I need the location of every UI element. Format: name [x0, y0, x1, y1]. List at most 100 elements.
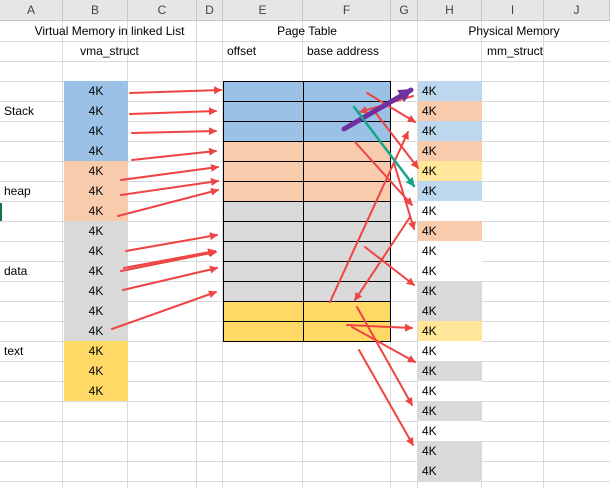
column-header-a[interactable]: A	[0, 0, 63, 21]
physical-page-cell[interactable]: 4K	[418, 121, 482, 141]
physical-page-cell[interactable]: 4K	[418, 221, 482, 241]
mapping-arrow	[131, 127, 217, 136]
virtual-page-cell[interactable]: 4K	[64, 221, 128, 241]
page-table-base-address-cell[interactable]	[303, 141, 391, 162]
page-table-offset-cell[interactable]	[223, 201, 304, 222]
column-header-i[interactable]: I	[482, 0, 544, 21]
column-header-j[interactable]: J	[544, 0, 610, 21]
physical-page-cell[interactable]: 4K	[418, 81, 482, 101]
page-table-base-address-cell[interactable]	[303, 321, 391, 342]
physical-memory-title[interactable]: Physical Memory	[468, 24, 560, 38]
page-table-offset-cell[interactable]	[223, 241, 304, 262]
page-table-offset-cell[interactable]	[223, 81, 304, 102]
virtual-page-cell[interactable]: 4K	[64, 161, 128, 181]
page-table-offset-cell[interactable]	[223, 181, 304, 202]
page-table-offset-cell[interactable]	[223, 321, 304, 342]
physical-page-cell[interactable]: 4K	[418, 201, 482, 221]
page-table-offset-cell[interactable]	[223, 161, 304, 182]
virtual-page-cell[interactable]: 4K	[64, 181, 128, 201]
physical-page-cell[interactable]: 4K	[418, 401, 482, 421]
virtual-page-cell[interactable]: 4K	[64, 261, 128, 281]
mapping-arrow	[117, 187, 219, 217]
page-table-offset-cell[interactable]	[223, 121, 304, 142]
virtual-page-cell[interactable]: 4K	[64, 321, 128, 341]
gridline	[0, 441, 610, 442]
page-table-base-address-cell[interactable]	[303, 101, 391, 122]
mapping-arrow	[125, 232, 218, 252]
physical-page-cell[interactable]: 4K	[418, 281, 482, 301]
column-header-e[interactable]: E	[223, 0, 303, 21]
virtual-page-cell[interactable]: 4K	[64, 81, 128, 101]
physical-page-cell[interactable]: 4K	[418, 241, 482, 261]
physical-page-cell[interactable]: 4K	[418, 461, 482, 481]
active-row-indicator	[0, 203, 2, 221]
segment-label-heap[interactable]: heap	[4, 184, 31, 198]
virtual-page-cell[interactable]: 4K	[64, 121, 128, 141]
page-table-title[interactable]: Page Table	[277, 24, 337, 38]
column-header-d[interactable]: D	[197, 0, 223, 21]
offset-header[interactable]: offset	[227, 44, 257, 58]
gridline	[0, 481, 610, 482]
page-table-base-address-cell[interactable]	[303, 201, 391, 222]
mapping-arrow	[129, 107, 217, 116]
physical-page-cell[interactable]: 4K	[418, 181, 482, 201]
gridline	[0, 41, 610, 42]
virtual-memory-title[interactable]: Virtual Memory in linked List	[34, 24, 185, 38]
segment-label-data[interactable]: data	[4, 264, 28, 278]
page-table-offset-cell[interactable]	[223, 281, 304, 302]
page-table-base-address-cell[interactable]	[303, 301, 391, 322]
column-header-g[interactable]: G	[391, 0, 418, 21]
virtual-page-cell[interactable]: 4K	[64, 361, 128, 381]
mm-struct-label[interactable]: mm_struct	[486, 44, 543, 58]
page-table-base-address-cell[interactable]	[303, 281, 391, 302]
gridline	[222, 21, 223, 488]
virtual-page-cell[interactable]: 4K	[64, 301, 128, 321]
page-table-base-address-cell[interactable]	[303, 221, 391, 242]
physical-page-cell[interactable]: 4K	[418, 341, 482, 361]
gridline	[0, 401, 610, 402]
mapping-arrow	[122, 265, 218, 291]
segment-label-text[interactable]: text	[4, 344, 24, 358]
virtual-page-cell[interactable]: 4K	[64, 101, 128, 121]
page-table-offset-cell[interactable]	[223, 141, 304, 162]
gridline	[0, 61, 610, 62]
mapping-arrow	[120, 178, 219, 196]
virtual-page-cell[interactable]: 4K	[64, 141, 128, 161]
column-header-h[interactable]: H	[418, 0, 482, 21]
physical-page-cell[interactable]: 4K	[418, 421, 482, 441]
page-table-base-address-cell[interactable]	[303, 261, 391, 282]
page-table-base-address-cell[interactable]	[303, 181, 391, 202]
page-table-base-address-cell[interactable]	[303, 161, 391, 182]
physical-page-cell[interactable]: 4K	[418, 321, 482, 341]
physical-page-cell[interactable]: 4K	[418, 361, 482, 381]
column-header-f[interactable]: F	[303, 0, 391, 21]
virtual-page-cell[interactable]: 4K	[64, 381, 128, 401]
gridline	[0, 421, 610, 422]
physical-page-cell[interactable]: 4K	[418, 101, 482, 121]
mapping-arrow	[358, 349, 414, 446]
physical-page-cell[interactable]: 4K	[418, 261, 482, 281]
physical-page-cell[interactable]: 4K	[418, 441, 482, 461]
page-table-offset-cell[interactable]	[223, 301, 304, 322]
column-header-b[interactable]: B	[63, 0, 128, 21]
page-table-offset-cell[interactable]	[223, 101, 304, 122]
page-table-base-address-cell[interactable]	[303, 81, 391, 102]
virtual-page-cell[interactable]: 4K	[64, 341, 128, 361]
virtual-page-cell[interactable]: 4K	[64, 201, 128, 221]
page-table-offset-cell[interactable]	[223, 221, 304, 242]
virtual-page-cell[interactable]: 4K	[64, 241, 128, 261]
page-table-base-address-cell[interactable]	[303, 121, 391, 142]
gridline	[0, 461, 610, 462]
physical-page-cell[interactable]: 4K	[418, 161, 482, 181]
base-address-header[interactable]: base address	[307, 44, 380, 58]
segment-label-stack[interactable]: Stack	[4, 104, 35, 118]
physical-page-cell[interactable]: 4K	[418, 141, 482, 161]
vma-struct-label[interactable]: vma_struct	[80, 44, 139, 58]
page-table-base-address-cell[interactable]	[303, 241, 391, 262]
virtual-page-cell[interactable]: 4K	[64, 281, 128, 301]
gridline	[0, 361, 610, 362]
physical-page-cell[interactable]: 4K	[418, 301, 482, 321]
physical-page-cell[interactable]: 4K	[418, 381, 482, 401]
page-table-offset-cell[interactable]	[223, 261, 304, 282]
column-header-c[interactable]: C	[128, 0, 197, 21]
